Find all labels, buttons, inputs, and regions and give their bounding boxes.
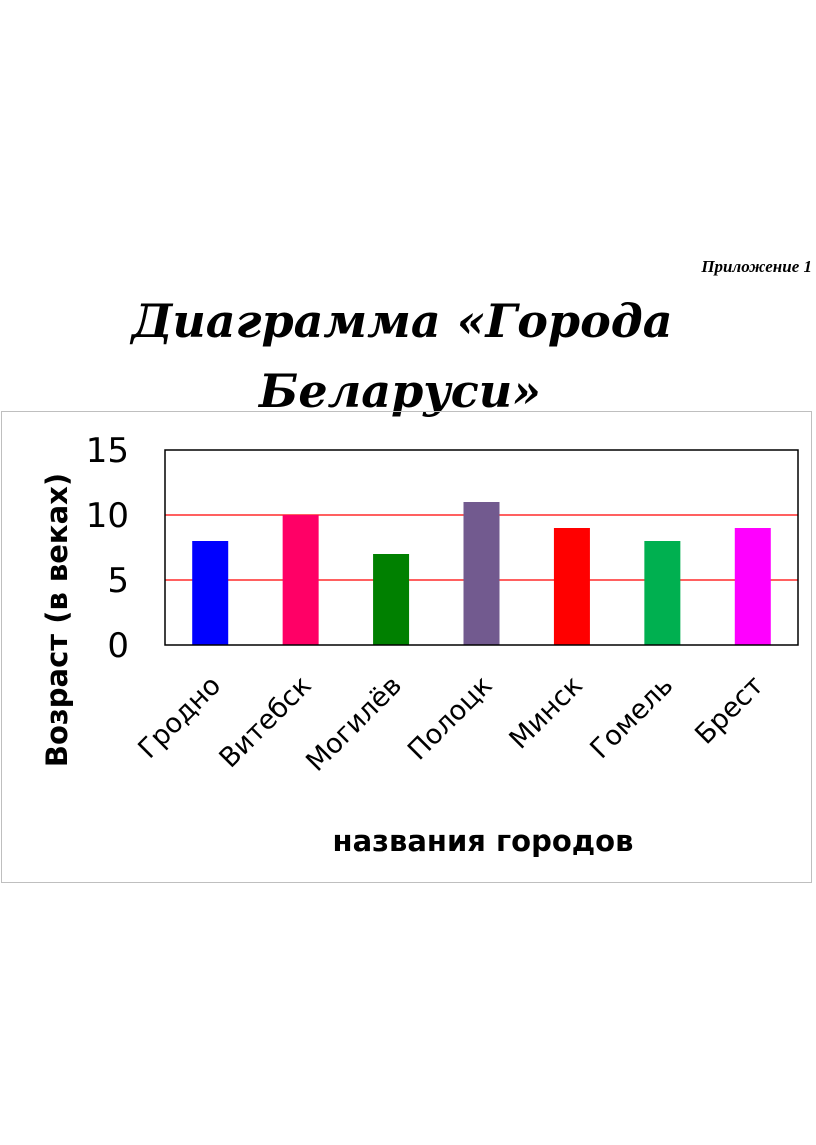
bar-1 bbox=[192, 541, 229, 645]
x-tick-label: Полоцк bbox=[402, 670, 498, 766]
appendix-label: Приложение 1 bbox=[701, 257, 812, 276]
bars bbox=[192, 502, 771, 645]
title-line-2: Беларуси» bbox=[259, 364, 541, 418]
y-tick-label: 5 bbox=[107, 561, 129, 601]
y-tick-labels: 0 5 10 15 bbox=[86, 431, 129, 666]
x-tick-label: Гомель bbox=[584, 670, 679, 765]
plot-area-border bbox=[164, 449, 799, 646]
x-tick-label: Минск bbox=[504, 670, 589, 755]
x-tick-label: Могилёв bbox=[300, 670, 408, 778]
bar-7 bbox=[734, 528, 771, 645]
x-tick-label: Гродно bbox=[132, 670, 227, 765]
x-axis-title: названия городов bbox=[333, 824, 634, 858]
bar-4 bbox=[463, 502, 500, 645]
x-tick-label: Брест bbox=[689, 670, 770, 751]
bar-6 bbox=[644, 541, 681, 645]
bar-2 bbox=[282, 515, 319, 645]
y-tick-label: 15 bbox=[86, 431, 129, 471]
y-tick-label: 10 bbox=[86, 496, 129, 536]
bar-3 bbox=[373, 554, 410, 645]
y-axis-title: Возраст (в веках) bbox=[40, 473, 74, 767]
bar-5 bbox=[553, 528, 590, 645]
page-title: Диаграмма «Города Беларуси» bbox=[0, 286, 816, 426]
title-line-1: Диаграмма «Города bbox=[131, 294, 673, 348]
chart-frame bbox=[1, 411, 812, 883]
y-tick-label: 0 bbox=[107, 626, 129, 666]
